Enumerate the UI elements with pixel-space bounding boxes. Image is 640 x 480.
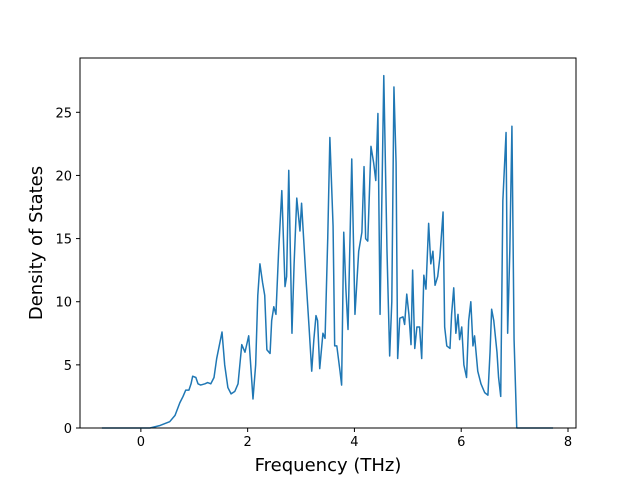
y-tick-label: 5 (64, 359, 72, 374)
x-tick-label: 2 (244, 435, 252, 450)
x-axis-label: Frequency (THz) (255, 455, 402, 476)
y-tick-label: 25 (55, 106, 72, 121)
y-tick-label: 0 (64, 422, 72, 437)
y-tick-label: 15 (55, 233, 72, 248)
y-tick-label: 20 (55, 169, 72, 184)
x-tick-label: 0 (137, 435, 145, 450)
y-axis-label: Density of States (26, 166, 47, 320)
y-tick-label: 10 (55, 296, 72, 311)
x-tick-label: 4 (350, 435, 358, 450)
x-tick-label: 8 (564, 435, 572, 450)
dos-line (101, 74, 554, 429)
plot-frame (79, 57, 577, 429)
x-tick-label: 6 (457, 435, 465, 450)
